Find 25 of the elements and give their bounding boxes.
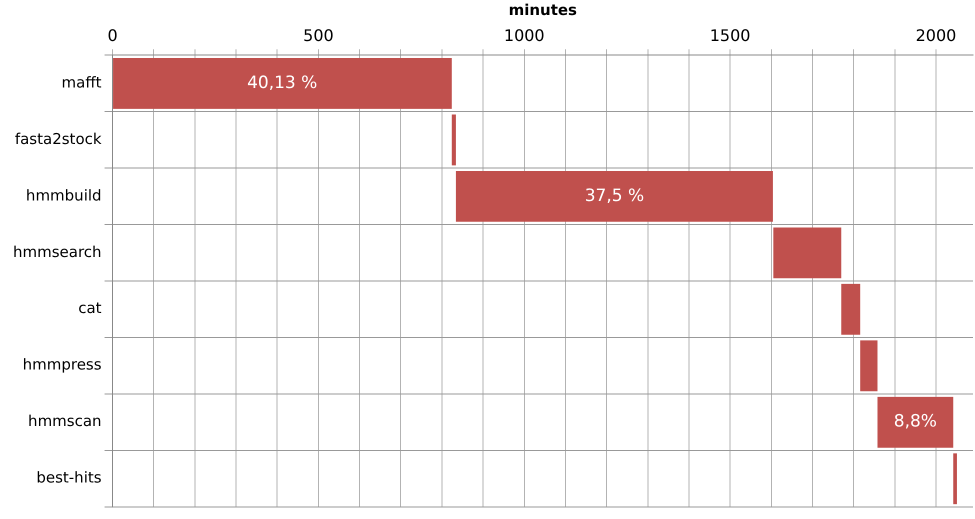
x-tick-label: 1000: [504, 26, 545, 45]
annotation: 8,8%: [894, 412, 937, 432]
x-axis-title: minutes: [508, 0, 578, 19]
x-tick-label: 2000: [916, 26, 956, 45]
annotation: 37,5 %: [584, 186, 644, 206]
annotation: 40,13 %: [247, 72, 318, 93]
bar: [860, 340, 878, 392]
y-tick-label: hmmsearch: [12, 242, 102, 261]
bar: [841, 284, 860, 335]
y-tick-label: fasta2stock: [14, 130, 102, 148]
y-tick-label: hmmscan: [28, 412, 102, 430]
x-tick-label: 0: [107, 26, 118, 45]
bar: [953, 453, 957, 504]
y-tick-label: best-hits: [36, 468, 102, 487]
y-tick-label: mafft: [62, 73, 102, 92]
y-tick-label: cat: [78, 299, 102, 318]
x-tick-label: 500: [303, 26, 334, 45]
x-tick-label: 1500: [710, 26, 750, 45]
bar: [456, 170, 773, 222]
y-tick-label: hmmbuild: [26, 186, 102, 204]
bar: [773, 227, 842, 278]
bar: [452, 114, 456, 166]
bar: [113, 58, 452, 109]
bar: [877, 396, 954, 448]
y-tick-label: hmmpress: [22, 356, 102, 374]
